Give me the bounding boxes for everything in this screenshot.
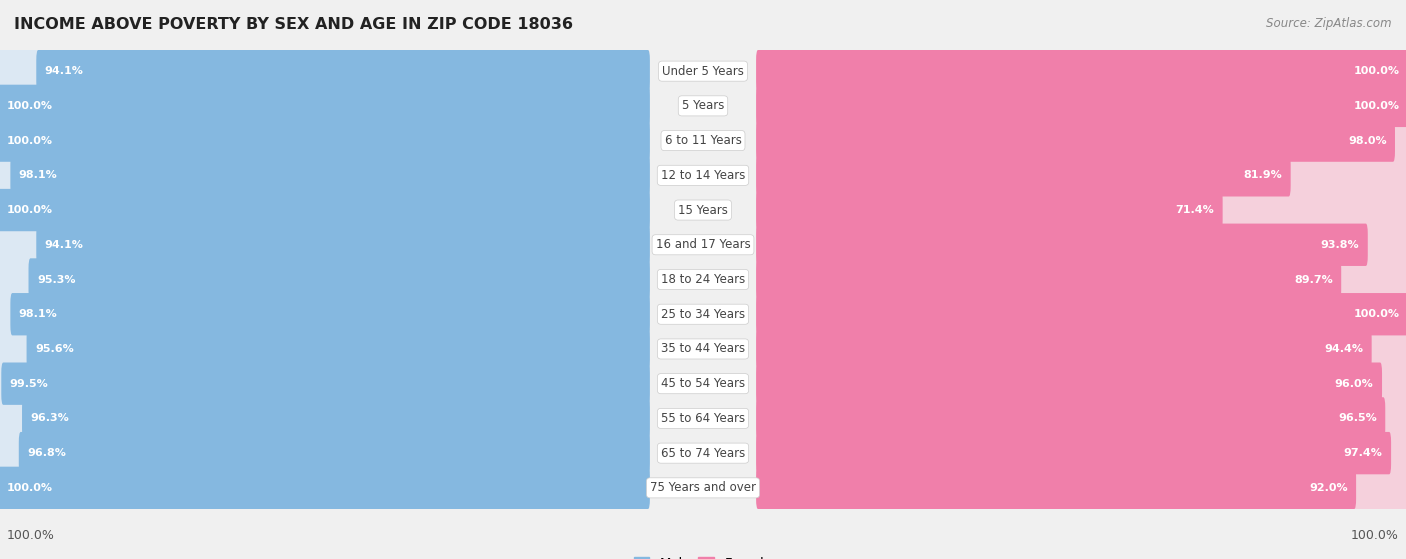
FancyBboxPatch shape: [756, 293, 1406, 335]
FancyBboxPatch shape: [756, 85, 1406, 127]
Text: 96.0%: 96.0%: [1334, 378, 1374, 389]
FancyBboxPatch shape: [0, 189, 650, 231]
FancyBboxPatch shape: [28, 258, 650, 301]
FancyBboxPatch shape: [756, 224, 1368, 266]
Text: 94.1%: 94.1%: [45, 240, 83, 250]
FancyBboxPatch shape: [756, 362, 1406, 405]
Text: 71.4%: 71.4%: [1175, 205, 1215, 215]
FancyBboxPatch shape: [756, 50, 1406, 92]
FancyBboxPatch shape: [756, 397, 1385, 439]
Text: 96.5%: 96.5%: [1339, 414, 1376, 423]
FancyBboxPatch shape: [756, 189, 1406, 231]
FancyBboxPatch shape: [18, 432, 650, 474]
FancyBboxPatch shape: [756, 189, 1223, 231]
Text: 5 Years: 5 Years: [682, 100, 724, 112]
Text: 81.9%: 81.9%: [1243, 170, 1282, 181]
Text: 35 to 44 Years: 35 to 44 Years: [661, 343, 745, 356]
FancyBboxPatch shape: [0, 120, 650, 162]
Text: Under 5 Years: Under 5 Years: [662, 65, 744, 78]
FancyBboxPatch shape: [756, 224, 1406, 266]
FancyBboxPatch shape: [0, 50, 650, 92]
FancyBboxPatch shape: [756, 120, 1406, 162]
FancyBboxPatch shape: [0, 397, 650, 439]
Text: 6 to 11 Years: 6 to 11 Years: [665, 134, 741, 147]
Text: 98.1%: 98.1%: [18, 309, 58, 319]
FancyBboxPatch shape: [37, 50, 650, 92]
Legend: Male, Female: Male, Female: [628, 552, 778, 559]
FancyBboxPatch shape: [756, 258, 1406, 301]
Text: 100.0%: 100.0%: [7, 483, 52, 493]
FancyBboxPatch shape: [756, 328, 1372, 370]
FancyBboxPatch shape: [0, 467, 650, 509]
FancyBboxPatch shape: [37, 224, 650, 266]
Text: 100.0%: 100.0%: [1354, 101, 1399, 111]
Text: 96.8%: 96.8%: [27, 448, 66, 458]
FancyBboxPatch shape: [0, 293, 650, 335]
FancyBboxPatch shape: [22, 397, 650, 439]
FancyBboxPatch shape: [0, 467, 650, 509]
Text: 89.7%: 89.7%: [1294, 274, 1333, 285]
Text: 100.0%: 100.0%: [7, 205, 52, 215]
Text: 100.0%: 100.0%: [1354, 309, 1399, 319]
FancyBboxPatch shape: [0, 328, 650, 370]
FancyBboxPatch shape: [0, 154, 650, 197]
FancyBboxPatch shape: [756, 432, 1406, 474]
FancyBboxPatch shape: [1, 362, 650, 405]
Text: 93.8%: 93.8%: [1320, 240, 1360, 250]
FancyBboxPatch shape: [10, 154, 650, 197]
Text: 100.0%: 100.0%: [1351, 529, 1399, 542]
FancyBboxPatch shape: [756, 50, 1406, 92]
Text: 98.1%: 98.1%: [18, 170, 58, 181]
FancyBboxPatch shape: [756, 397, 1406, 439]
Text: 15 Years: 15 Years: [678, 203, 728, 216]
Text: 75 Years and over: 75 Years and over: [650, 481, 756, 494]
Text: 25 to 34 Years: 25 to 34 Years: [661, 307, 745, 321]
FancyBboxPatch shape: [756, 362, 1382, 405]
Text: 18 to 24 Years: 18 to 24 Years: [661, 273, 745, 286]
Text: 97.4%: 97.4%: [1344, 448, 1382, 458]
FancyBboxPatch shape: [0, 224, 650, 266]
FancyBboxPatch shape: [0, 258, 650, 301]
FancyBboxPatch shape: [10, 293, 650, 335]
FancyBboxPatch shape: [756, 467, 1406, 509]
Text: 95.3%: 95.3%: [37, 274, 76, 285]
FancyBboxPatch shape: [756, 154, 1291, 197]
FancyBboxPatch shape: [756, 154, 1406, 197]
FancyBboxPatch shape: [0, 432, 650, 474]
FancyBboxPatch shape: [756, 432, 1391, 474]
Text: 94.1%: 94.1%: [45, 66, 83, 76]
Text: 55 to 64 Years: 55 to 64 Years: [661, 412, 745, 425]
Text: 94.4%: 94.4%: [1324, 344, 1364, 354]
Text: 100.0%: 100.0%: [7, 101, 52, 111]
FancyBboxPatch shape: [756, 258, 1341, 301]
FancyBboxPatch shape: [0, 85, 650, 127]
Text: 99.5%: 99.5%: [10, 378, 48, 389]
Text: 95.6%: 95.6%: [35, 344, 73, 354]
Text: 92.0%: 92.0%: [1309, 483, 1348, 493]
FancyBboxPatch shape: [756, 328, 1406, 370]
FancyBboxPatch shape: [0, 362, 650, 405]
Text: 100.0%: 100.0%: [1354, 66, 1399, 76]
Text: 16 and 17 Years: 16 and 17 Years: [655, 238, 751, 252]
Text: 45 to 54 Years: 45 to 54 Years: [661, 377, 745, 390]
Text: INCOME ABOVE POVERTY BY SEX AND AGE IN ZIP CODE 18036: INCOME ABOVE POVERTY BY SEX AND AGE IN Z…: [14, 17, 574, 32]
FancyBboxPatch shape: [27, 328, 650, 370]
Text: Source: ZipAtlas.com: Source: ZipAtlas.com: [1267, 17, 1392, 30]
Text: 96.3%: 96.3%: [31, 414, 69, 423]
Text: 12 to 14 Years: 12 to 14 Years: [661, 169, 745, 182]
FancyBboxPatch shape: [0, 189, 650, 231]
Text: 100.0%: 100.0%: [7, 136, 52, 145]
Text: 65 to 74 Years: 65 to 74 Years: [661, 447, 745, 459]
Text: 100.0%: 100.0%: [7, 529, 55, 542]
FancyBboxPatch shape: [756, 467, 1357, 509]
FancyBboxPatch shape: [0, 120, 650, 162]
FancyBboxPatch shape: [756, 293, 1406, 335]
Text: 98.0%: 98.0%: [1348, 136, 1386, 145]
FancyBboxPatch shape: [0, 85, 650, 127]
FancyBboxPatch shape: [756, 85, 1406, 127]
FancyBboxPatch shape: [756, 120, 1395, 162]
